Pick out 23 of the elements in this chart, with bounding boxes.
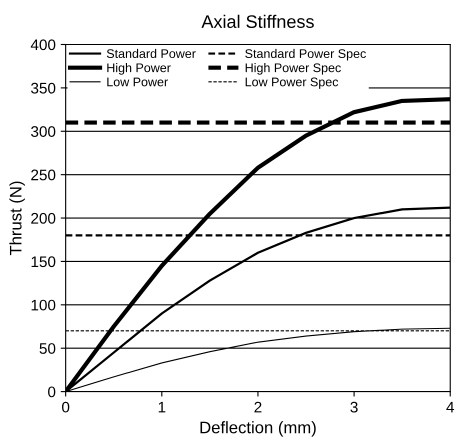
y-tick-label: 350 (31, 82, 56, 94)
y-tick-label: 150 (32, 256, 56, 268)
legend-label: High Power (107, 63, 171, 75)
legend-label: Standard Power Spec (245, 48, 366, 61)
y-tick-label: 200 (31, 212, 56, 224)
legend-label: Low Power (107, 78, 168, 86)
legend-label: Low Power Spec (246, 78, 338, 89)
x-tick-label: 3 (350, 402, 358, 413)
chart-title: Axial Stiffness (201, 14, 314, 28)
legend-label: Standard Power (106, 48, 196, 58)
y-tick-label: 300 (31, 126, 56, 137)
x-axis-title: Deflection (mm) (200, 421, 316, 437)
legend-label: High Power Spec (246, 63, 341, 75)
y-tick-label: 50 (40, 343, 56, 354)
y-tick-label: 400 (30, 39, 56, 50)
x-tick-label: 0 (62, 402, 70, 413)
x-tick-label: 4 (446, 402, 454, 412)
y-axis-title: Thrust (N) (9, 182, 25, 256)
y-tick-label: 100 (32, 300, 56, 311)
x-tick-label: 2 (254, 402, 262, 412)
x-tick-label: 1 (158, 402, 166, 412)
y-tick-label: 250 (31, 170, 56, 180)
y-tick-label: 0 (48, 386, 56, 398)
